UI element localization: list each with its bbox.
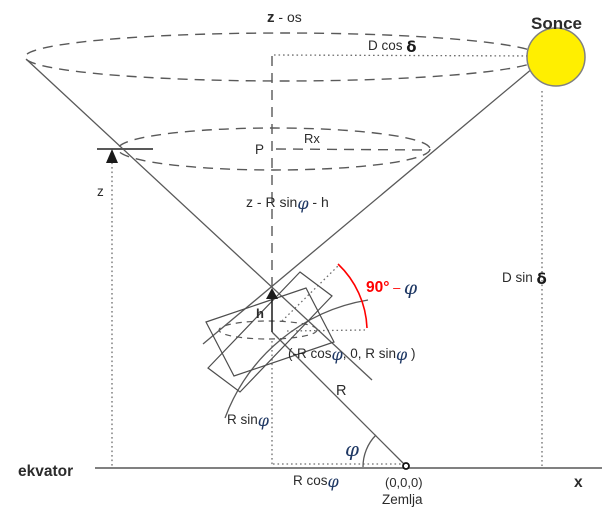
origin-point-marker [402, 462, 410, 470]
ninety-minus-phi-arc [337, 263, 368, 329]
label-z-axis: z - os [267, 9, 302, 26]
label-d-cos-delta: D cos δ [368, 38, 417, 56]
sun-ray-line [202, 62, 540, 345]
h-arrow-head-icon [266, 288, 278, 299]
label-z: z [97, 184, 104, 199]
label-origin-coordinates: (0,0,0) [385, 475, 423, 490]
earth-radius-line [271, 331, 405, 465]
label-earth: Zemlja [382, 492, 423, 507]
rx-radius-dashed-line [275, 148, 430, 151]
label-sun: Sonce [531, 14, 582, 33]
label-r-cos-phi: R cosφ [293, 472, 340, 491]
label-r-sin-phi: R sinφ [227, 411, 270, 430]
cone-left-generator-line [25, 58, 373, 381]
label-rx: Rx [304, 131, 320, 146]
label-phi-origin: φ [345, 437, 359, 461]
sun-icon [526, 27, 586, 87]
label-z-expression: z - R sinφ - h [246, 194, 329, 213]
intermediate-ellipse [117, 127, 431, 171]
label-ekvator: ekvator [18, 463, 73, 480]
label-observer-point: (-R cosφ, 0, R sinφ ) [288, 345, 415, 364]
label-ninety-minus-phi: 90° – φ [366, 277, 418, 299]
earth-surface-arc [224, 299, 369, 419]
label-d-sin-delta: D sin δ [502, 270, 547, 288]
label-r: R [336, 383, 346, 399]
horizon-plane-parallelogram-2 [207, 271, 333, 393]
label-h: h [256, 306, 264, 321]
phi-angle-arc [362, 434, 377, 468]
z-arrow-head-icon [106, 149, 118, 163]
sun-path-ellipse [24, 32, 542, 82]
label-x-axis: x [574, 474, 583, 491]
label-p: P [255, 142, 264, 157]
d-cos-delta-dotted-line [273, 54, 537, 57]
